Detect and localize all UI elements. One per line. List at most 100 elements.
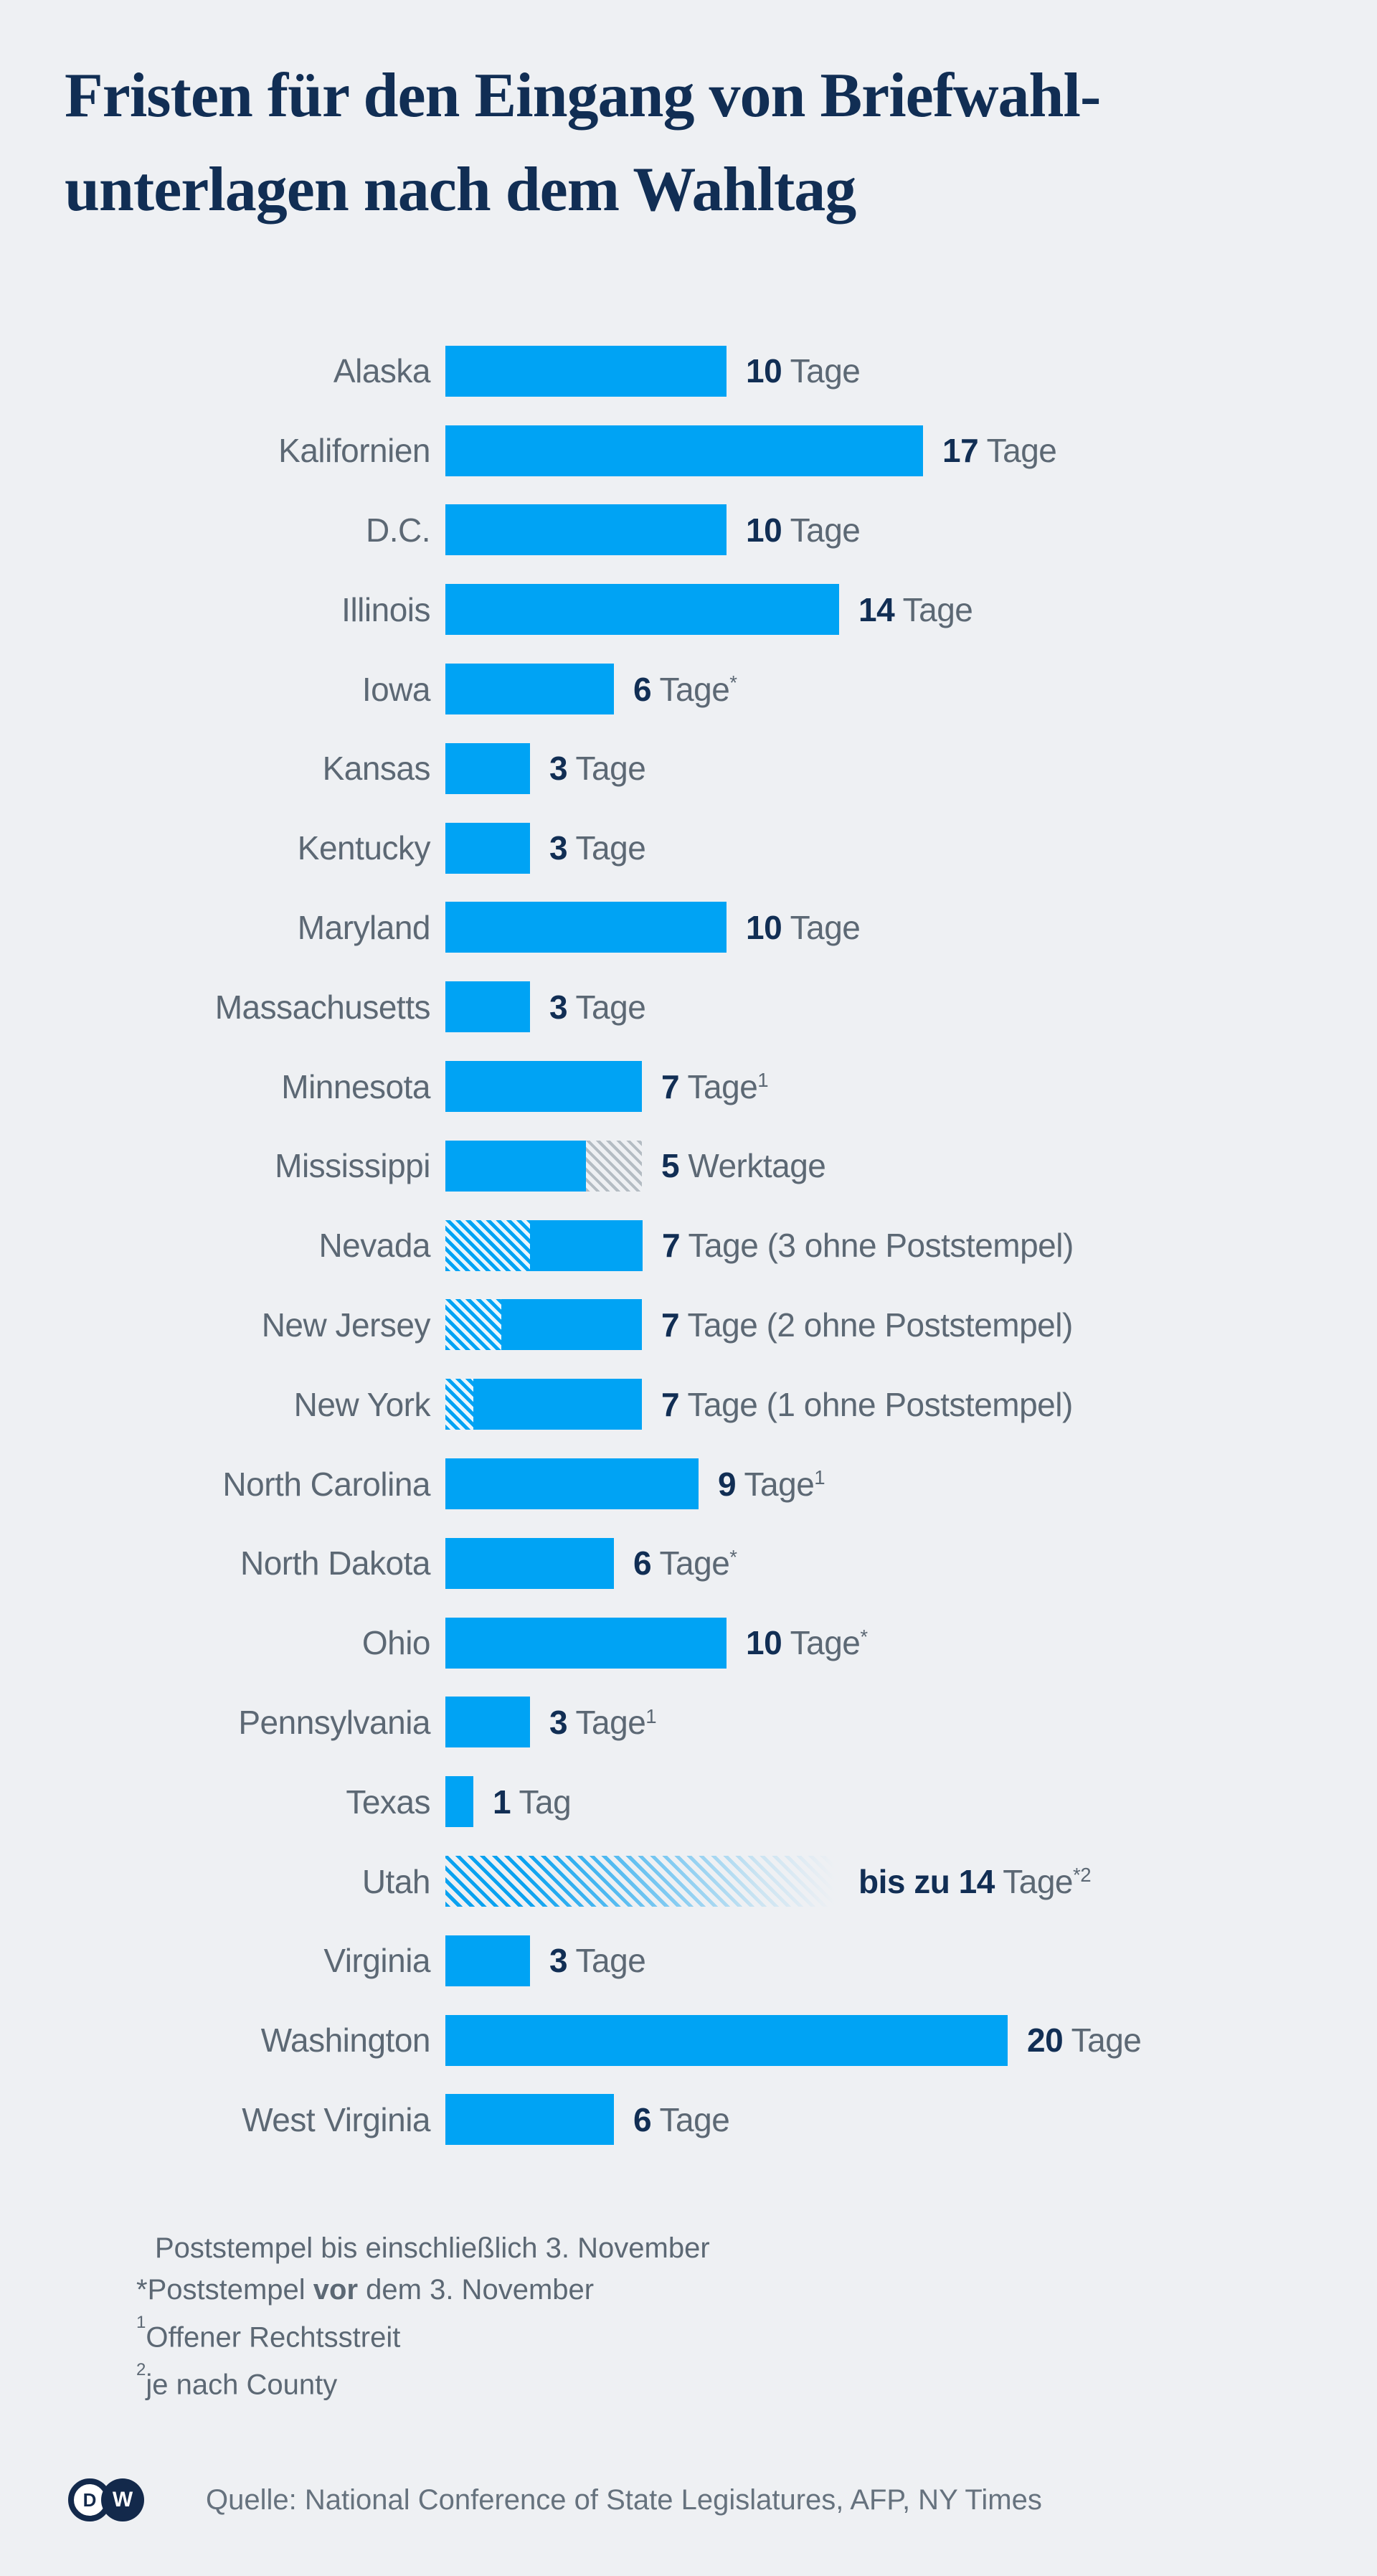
chart-row: D.C. 10 Tage [0, 491, 1377, 570]
bar-segment-solid [445, 1617, 727, 1669]
value-label: 10 Tage [746, 511, 861, 549]
bar-segment-solid [445, 1458, 699, 1510]
value-label: 7 Tage (1 ohne Poststempel) [661, 1385, 1073, 1423]
chart-row: Pennsylvania 3 Tage1 [0, 1683, 1377, 1763]
bar-segment-solid [445, 1697, 530, 1748]
state-label: Iowa [361, 670, 431, 708]
bar [445, 1299, 642, 1351]
state-label: Pennsylvania [238, 1703, 430, 1741]
value-label: 5 Werktage [661, 1147, 826, 1185]
bar-segment-solid [445, 664, 614, 715]
dw-logo-icon: D W [68, 2478, 144, 2521]
value-label: 3 Tage [549, 829, 646, 867]
state-label: Kentucky [297, 829, 431, 867]
chart-title-line1: Fristen für den Eingang von Briefwahl- [65, 61, 1101, 131]
bar [445, 2014, 1008, 2066]
bar [445, 425, 923, 476]
bar-segment-solid [445, 1935, 530, 1986]
state-label: D.C. [366, 511, 431, 549]
bar [445, 902, 727, 953]
chart-row: Texas 1 Tag [0, 1762, 1377, 1841]
bar [445, 1140, 642, 1192]
footnotes: Poststempel bis einschließlich 3. Novemb… [136, 2227, 710, 2406]
state-label: Mississippi [275, 1147, 430, 1185]
state-label: New Jersey [261, 1306, 431, 1344]
chart-row: Minnesota 7 Tage1 [0, 1047, 1377, 1126]
bar [445, 1617, 727, 1669]
chart-row: Alaska 10 Tage [0, 331, 1377, 411]
state-label: Texas [346, 1783, 430, 1821]
state-label: North Carolina [222, 1465, 430, 1503]
bar-segment-solid [445, 2014, 1008, 2066]
state-label: Ohio [361, 1624, 431, 1662]
bar-segment-solid [445, 1776, 473, 1828]
value-label: 6 Tage [633, 2100, 730, 2138]
state-label: Utah [361, 1862, 431, 1900]
bar [445, 1537, 614, 1589]
bar [445, 1219, 643, 1271]
bar-segment-solid [445, 1061, 642, 1113]
value-label: 3 Tage [549, 988, 646, 1026]
chart-row: North Dakota 6 Tage* [0, 1524, 1377, 1603]
bar-segment-solid [445, 1140, 586, 1192]
state-label: Nevada [318, 1227, 430, 1265]
bar [445, 1776, 473, 1828]
bar-chart: Alaska 10 Tage Kalifornien 17 Tage D.C. 10 Ta… [0, 331, 1377, 2159]
value-label: 7 Tage (3 ohne Poststempel) [662, 1227, 1074, 1265]
bar [445, 584, 839, 636]
state-label: Washington [260, 2021, 431, 2060]
bar [445, 1458, 699, 1510]
bar-segment-solid [473, 1379, 642, 1430]
value-label: 20 Tage [1027, 2021, 1142, 2060]
value-label: 6 Tage* [633, 670, 737, 708]
footnote: 2je nach County [136, 2360, 338, 2401]
value-label: 7 Tage (2 ohne Poststempel) [661, 1306, 1073, 1344]
bar-segment-solid [445, 822, 530, 874]
chart-row: Illinois 14 Tage [0, 570, 1377, 649]
chart-row: New York 7 Tage (1 ohne Poststempel) [0, 1364, 1377, 1444]
state-label: Illinois [341, 590, 430, 628]
bar [445, 664, 614, 715]
bar [445, 2094, 614, 2146]
bar-segment-solid [445, 425, 923, 476]
bar [445, 1935, 530, 1986]
bar-segment-solid [445, 981, 530, 1033]
bar-segment-solid [445, 1537, 614, 1589]
state-label: Maryland [297, 908, 431, 946]
source-text: Quelle: National Conference of State Leg… [206, 2483, 1042, 2516]
bar-segment-solid [445, 2094, 614, 2146]
bar-segment-solid [501, 1299, 642, 1351]
chart-row: New Jersey 7 Tage (2 ohne Poststempel) [0, 1285, 1377, 1365]
value-label: 3 Tage1 [549, 1703, 657, 1741]
chart-row: Utah bis zu 14 Tage*2 [0, 1841, 1377, 1921]
chart-row: Kansas 3 Tage [0, 729, 1377, 808]
bar [445, 981, 530, 1033]
state-label: Kansas [322, 750, 431, 788]
state-label: West Virginia [242, 2100, 430, 2138]
value-label: bis zu 14 Tage*2 [858, 1862, 1092, 1900]
bar [445, 742, 530, 794]
state-label: Minnesota [281, 1067, 430, 1105]
footnote: 1Offener Rechtsstreit [136, 2313, 401, 2354]
bar [445, 345, 727, 397]
bar-segment-solid [445, 504, 727, 556]
chart-row: Nevada 7 Tage (3 ohne Poststempel) [0, 1206, 1377, 1285]
value-label: 1 Tag [493, 1783, 572, 1821]
value-label: 10 Tage* [746, 1624, 868, 1662]
value-label: 3 Tage [549, 1942, 646, 1980]
value-label: 14 Tage [858, 590, 973, 628]
bar [445, 504, 727, 556]
bar-segment-hatch-fade [445, 1856, 839, 1907]
bar-segment-solid [445, 584, 839, 636]
chart-row: Massachusetts 3 Tage [0, 967, 1377, 1047]
state-label: Massachusetts [214, 988, 431, 1026]
chart-row: Washington 20 Tage [0, 2001, 1377, 2080]
chart-row: Kentucky 3 Tage [0, 808, 1377, 888]
chart-row: Mississippi 5 Werktage [0, 1126, 1377, 1206]
bar-segment-hatch-gray [586, 1140, 642, 1192]
chart-row: Maryland 10 Tage [0, 888, 1377, 968]
bar [445, 1379, 642, 1430]
bar-segment-solid [530, 1219, 643, 1271]
state-label: Alaska [333, 352, 431, 390]
